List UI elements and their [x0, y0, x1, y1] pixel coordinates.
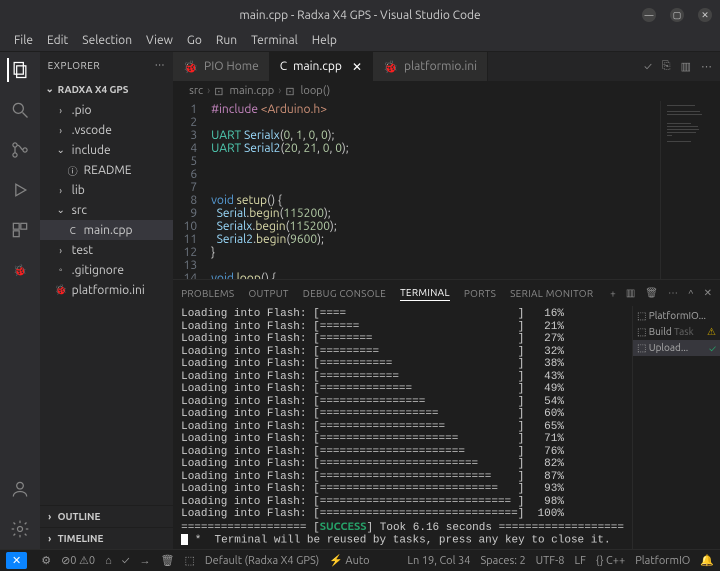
panel-tab-debug-console[interactable]: DEBUG CONSOLE — [303, 286, 386, 301]
terminal-task-list: ⬚ PlatformIO...⬚ Build Task⚠⬚ Upload...✓ — [632, 306, 720, 549]
tree-main-cpp[interactable]: Cmain.cpp — [40, 220, 173, 240]
outline-section[interactable]: ›OUTLINE — [40, 505, 173, 527]
tree-include[interactable]: ⌄include — [40, 140, 173, 160]
more-icon[interactable]: ⋯ — [701, 60, 712, 73]
panel-tab-terminal[interactable]: TERMINAL — [400, 285, 450, 301]
warn-icon: ⚠ — [707, 326, 716, 338]
status-item[interactable]: ✓ — [122, 555, 130, 567]
line-gutter: 1234567891011121314 — [173, 101, 207, 279]
check-icon: ✓ — [709, 343, 716, 354]
split-editor-icon[interactable]: ▥ — [681, 60, 691, 73]
status-item[interactable]: ⊘0 ⚠0 — [61, 554, 95, 567]
status-item[interactable]: ⚡ Auto — [329, 554, 369, 567]
status-item[interactable]: Default (Radxa X4 GPS) — [205, 555, 319, 567]
project-name: RADXA X4 GPS — [58, 84, 129, 95]
tree--vscode[interactable]: ›.vscode — [40, 120, 173, 140]
file-icon: 🐞 — [183, 60, 198, 74]
explorer-icon[interactable] — [7, 58, 31, 82]
new-terminal-icon[interactable]: + — [610, 288, 616, 299]
activity-bar: 🐞 — [0, 52, 40, 549]
tree-readme[interactable]: ⓘREADME — [40, 160, 173, 180]
task-build[interactable]: ⬚ Build Task⚠ — [633, 324, 720, 340]
tree--pio[interactable]: ›.pio — [40, 100, 173, 120]
file-icon: C — [280, 60, 287, 73]
tab-platformio-ini[interactable]: 🐞platformio.ini — [373, 52, 488, 81]
sidebar-title: EXPLORER — [48, 60, 100, 71]
menu-file[interactable]: File — [8, 32, 39, 49]
compare-icon[interactable]: ⎘ — [662, 60, 671, 73]
status-item[interactable]: Ln 19, Col 34 — [407, 555, 470, 567]
status-item[interactable]: ⌂ — [105, 555, 112, 567]
file-icon: 🐞 — [383, 60, 398, 74]
menu-edit[interactable]: Edit — [41, 32, 74, 49]
panel-tab-problems[interactable]: PROBLEMS — [181, 286, 234, 301]
breadcrumb[interactable]: src›⊡main.cpp›⊡loop() — [173, 81, 720, 101]
search-icon[interactable] — [8, 98, 32, 122]
task-upload[interactable]: ⬚ Upload...✓ — [633, 340, 720, 356]
status-item[interactable]: → — [139, 555, 150, 567]
menu-help[interactable]: Help — [306, 32, 343, 49]
kill-task-icon[interactable]: 🗑 — [645, 287, 658, 299]
settings-icon[interactable] — [8, 517, 32, 541]
code-content[interactable]: #include <Arduino.h>UART Serialx(0, 1, 0… — [207, 101, 660, 279]
terminal[interactable]: Loading into Flash: [==== ] 16% Loading … — [173, 306, 632, 549]
minimap[interactable] — [660, 101, 720, 279]
panel: PROBLEMS OUTPUT DEBUG CONSOLE TERMINAL PORTS… — [173, 279, 720, 549]
project-header[interactable]: ⌄ RADXA X4 GPS — [40, 78, 173, 100]
panel-more-icon[interactable]: ⋯ — [668, 287, 678, 299]
tree-src[interactable]: ⌄src — [40, 200, 173, 220]
task-platformio[interactable]: ⬚ PlatformIO... — [633, 308, 720, 324]
menu-run[interactable]: Run — [210, 32, 243, 49]
status-item[interactable]: 🔔 — [700, 554, 714, 567]
tab-bar: 🐞PIO HomeCmain.cpp✕🐞platformio.ini ✓ ⎘ ▥… — [173, 52, 720, 81]
chevron-down-icon: ⌄ — [44, 83, 56, 95]
editor-region: 🐞PIO HomeCmain.cpp✕🐞platformio.ini ✓ ⎘ ▥… — [173, 52, 720, 549]
menu-selection[interactable]: Selection — [76, 32, 138, 49]
menubar: FileEditSelectionViewGoRunTerminalHelp — [0, 30, 720, 52]
status-item[interactable]: UTF-8 — [536, 555, 565, 567]
maximize-icon[interactable]: ▢ — [670, 8, 684, 22]
close-panel-icon[interactable]: ✕ — [704, 287, 712, 299]
close-tab-icon[interactable]: ✕ — [352, 60, 362, 74]
timeline-section[interactable]: ›TIMELINE — [40, 527, 173, 549]
platformio-icon[interactable]: 🐞 — [8, 258, 32, 282]
tab-main-cpp[interactable]: Cmain.cpp✕ — [270, 52, 373, 81]
sidebar-more-icon[interactable]: ⋯ — [155, 59, 166, 71]
tab-pio-home[interactable]: 🐞PIO Home — [173, 52, 270, 81]
scm-icon[interactable] — [8, 138, 32, 162]
status-bar: ✕ ⚙ ⊘0 ⚠0 ⌂ ✓ → 🗑 ⬚ Default (Radxa X4 GPS) ⚡ Aut… — [0, 549, 720, 571]
status-item[interactable]: Spaces: 2 — [480, 555, 525, 567]
window-title: main.cpp - Radxa X4 GPS - Visual Studio … — [239, 9, 480, 22]
menu-terminal[interactable]: Terminal — [245, 32, 304, 49]
remote-indicator[interactable]: ✕ — [6, 552, 27, 569]
file-tree: ›.pio›.vscode⌄includeⓘREADME›lib⌄srcCmai… — [40, 100, 173, 505]
status-item[interactable]: LF — [574, 555, 585, 567]
status-item[interactable]: PlatformIO — [635, 555, 690, 567]
code-editor[interactable]: 1234567891011121314 #include <Arduino.h>… — [173, 101, 720, 279]
split-terminal-icon[interactable]: ▥ — [626, 287, 635, 299]
extensions-icon[interactable] — [8, 218, 32, 242]
status-item[interactable]: {} C++ — [596, 555, 625, 567]
titlebar: main.cpp - Radxa X4 GPS - Visual Studio … — [0, 0, 720, 30]
menu-view[interactable]: View — [140, 32, 179, 49]
status-item[interactable]: ⚙ — [41, 554, 51, 567]
close-icon[interactable]: ✕ — [698, 8, 712, 22]
menu-go[interactable]: Go — [181, 32, 208, 49]
status-ok-icon[interactable]: ✓ — [644, 61, 652, 73]
panel-tab-serial-monitor[interactable]: SERIAL MONITOR — [510, 286, 593, 301]
tree-test[interactable]: ›test — [40, 240, 173, 260]
panel-tab-output[interactable]: OUTPUT — [248, 286, 288, 301]
status-item[interactable]: ⬚ — [184, 554, 194, 567]
minimize-icon[interactable]: — — [642, 8, 656, 22]
status-item[interactable]: 🗑 — [160, 554, 174, 567]
tree-lib[interactable]: ›lib — [40, 180, 173, 200]
panel-tab-ports[interactable]: PORTS — [464, 286, 496, 301]
tree--gitignore[interactable]: ◦.gitignore — [40, 260, 173, 280]
panel-tabs: PROBLEMS OUTPUT DEBUG CONSOLE TERMINAL PORTS… — [173, 280, 720, 306]
sidebar: EXPLORER ⋯ ⌄ RADXA X4 GPS ›.pio›.vscode⌄… — [40, 52, 173, 549]
account-icon[interactable] — [8, 477, 32, 501]
tree-platformio-ini[interactable]: 🐞platformio.ini — [40, 280, 173, 300]
maximize-panel-icon[interactable]: ^ — [688, 288, 694, 299]
run-debug-icon[interactable] — [8, 178, 32, 202]
